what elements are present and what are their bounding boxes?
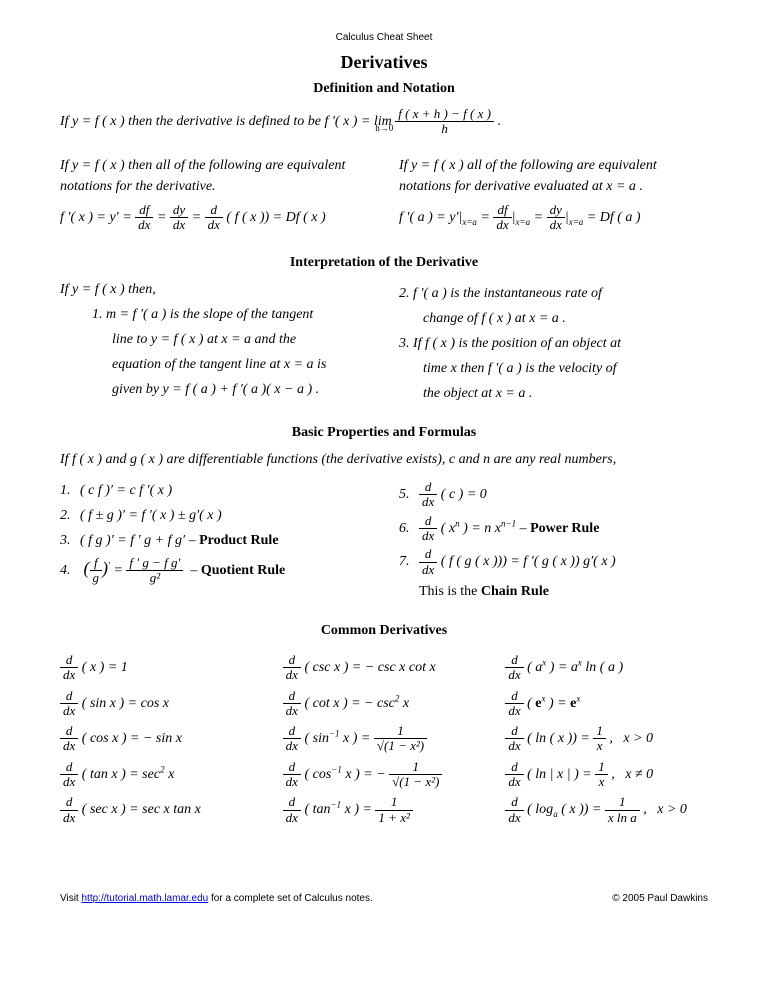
page-header: Calculus Cheat Sheet	[60, 30, 708, 45]
interp-3c: the object at x = a .	[399, 383, 708, 404]
bp-right: 5.ddx ( c ) = 0 6.ddx ( xn ) = n xn−1 – …	[399, 476, 708, 606]
def-denominator: h	[395, 122, 494, 136]
notation-left: If y = f ( x ) then all of the following…	[60, 155, 369, 239]
period: .	[497, 114, 501, 129]
power-rule-label: Power Rule	[530, 521, 599, 536]
footer-right: © 2005 Paul Dawkins	[612, 891, 708, 906]
interp-3b: time x then f ′( a ) is the velocity of	[399, 358, 708, 379]
basic-properties-title: Basic Properties and Formulas	[60, 422, 708, 443]
bp-left: 1.( c f )′ = c f ′( x ) 2.( f ± g )′ = f…	[60, 476, 369, 606]
notation-left-intro: If y = f ( x ) then all of the following…	[60, 155, 369, 197]
common-derivatives-title: Common Derivatives	[60, 620, 708, 641]
def-numerator: f ( x + h ) − f ( x )	[395, 107, 494, 122]
cd-col3: ddx ( ax ) = ax ln ( a ) ddx ( ex ) = ex…	[505, 647, 708, 831]
interp-2a: 2. f ′( a ) is the instantaneous rate of	[399, 283, 708, 304]
interp-3a: 3. If f ( x ) is the position of an obje…	[399, 333, 708, 354]
definition-line: If y = f ( x ) then the derivative is de…	[60, 107, 708, 137]
limit-sub: h→0	[375, 122, 393, 136]
bp7: ( f ( g ( x ))) = f ′( g ( x )) g′( x )	[437, 554, 615, 569]
cd-col1: ddx ( x ) = 1 ddx ( sin x ) = cos x ddx …	[60, 647, 263, 831]
interp-1a: 1. m = f ′( a ) is the slope of the tang…	[92, 304, 369, 325]
interp-1d: given by y = f ( a ) + f ′( a )( x − a )…	[92, 379, 369, 400]
interp-2b: change of f ( x ) at x = a .	[399, 308, 708, 329]
chain-rule-label: Chain Rule	[481, 584, 549, 599]
interpretation-title: Interpretation of the Derivative	[60, 252, 708, 273]
def-text: If y = f ( x ) then the derivative is de…	[60, 114, 392, 129]
notation-right: If y = f ( x ) all of the following are …	[399, 155, 708, 239]
cd-col2: ddx ( csc x ) = − csc x cot x ddx ( cot …	[283, 647, 486, 831]
footer-pre: Visit	[60, 893, 82, 904]
main-title: Derivatives	[60, 49, 708, 76]
product-rule-label: Product Rule	[199, 533, 278, 548]
quotient-rule-label: Quotient Rule	[201, 563, 285, 578]
subtitle: Definition and Notation	[60, 78, 708, 99]
def-fraction: f ( x + h ) − f ( x ) h	[395, 107, 494, 137]
footer-left: Visit http://tutorial.math.lamar.edu for…	[60, 891, 373, 906]
interp-1c: equation of the tangent line at x = a is	[92, 354, 369, 375]
interp-left-intro: If y = f ( x ) then,	[60, 279, 369, 300]
bp3: ( f g )′ = f ′ g + f g′ –	[80, 533, 199, 548]
notation-right-intro: If y = f ( x ) all of the following are …	[399, 155, 708, 197]
common-derivatives: ddx ( x ) = 1 ddx ( sin x ) = cos x ddx …	[60, 647, 708, 831]
bp7-note: This is the	[419, 584, 481, 599]
bp1: ( c f )′ = c f ′( x )	[80, 483, 172, 498]
notation-left-eq: f ′( x ) = y′ = dfdx = dydx = ddx ( f ( …	[60, 203, 369, 233]
interp-right: 2. f ′( a ) is the instantaneous rate of…	[399, 279, 708, 408]
footer: Visit http://tutorial.math.lamar.edu for…	[60, 891, 708, 906]
interp-left: If y = f ( x ) then, 1. m = f ′( a ) is …	[60, 279, 369, 408]
bp-intro: If f ( x ) and g ( x ) are differentiabl…	[60, 449, 708, 470]
notation-right-eq: f ′( a ) = y′|x=a = dfdx|x=a = dydx|x=a …	[399, 203, 708, 233]
footer-link[interactable]: http://tutorial.math.lamar.edu	[82, 893, 209, 904]
interp-1b: line to y = f ( x ) at x = a and the	[92, 329, 369, 350]
footer-post: for a complete set of Calculus notes.	[208, 893, 373, 904]
bp2: ( f ± g )′ = f ′( x ) ± g′( x )	[80, 508, 222, 523]
